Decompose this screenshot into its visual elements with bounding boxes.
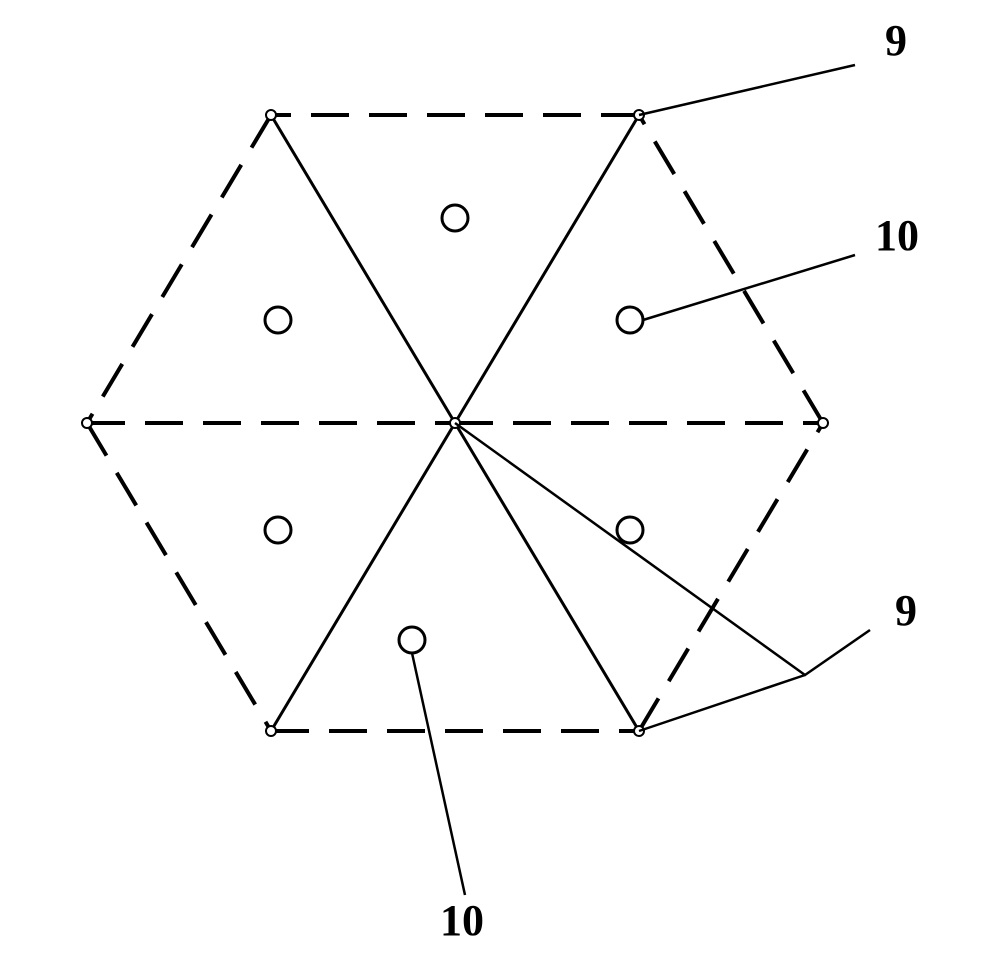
hollow-circle-marker [265, 307, 291, 333]
vertex-marker [818, 418, 828, 428]
hollow-circle-marker [617, 307, 643, 333]
callout-leader [455, 423, 870, 675]
vertex-marker [266, 110, 276, 120]
callout-label: 9 [895, 586, 917, 635]
hollow-circle-marker [399, 627, 425, 653]
vertex-marker [266, 726, 276, 736]
callout-leader [643, 255, 855, 320]
dashed-edge [87, 423, 271, 731]
hollow-circle-marker [442, 205, 468, 231]
hollow-circle-marker [265, 517, 291, 543]
callout-leader [412, 653, 465, 895]
hollow-circle-marker [617, 517, 643, 543]
callout-label: 9 [885, 16, 907, 65]
callout-leader [639, 675, 805, 731]
dashed-edge [639, 115, 823, 423]
solid-edge [455, 423, 639, 731]
callout-leader [639, 65, 855, 115]
hollow-circles-group [265, 205, 643, 653]
callout-label: 10 [440, 896, 484, 945]
solid-edge [271, 115, 455, 423]
dashed-edge [639, 423, 823, 731]
solid-edge [271, 423, 455, 731]
callout-label: 10 [875, 211, 919, 260]
solid-edge [455, 115, 639, 423]
hexagon-diagram: 9 10 9 10 [0, 0, 983, 980]
dashed-edge [87, 115, 271, 423]
vertex-marker [82, 418, 92, 428]
